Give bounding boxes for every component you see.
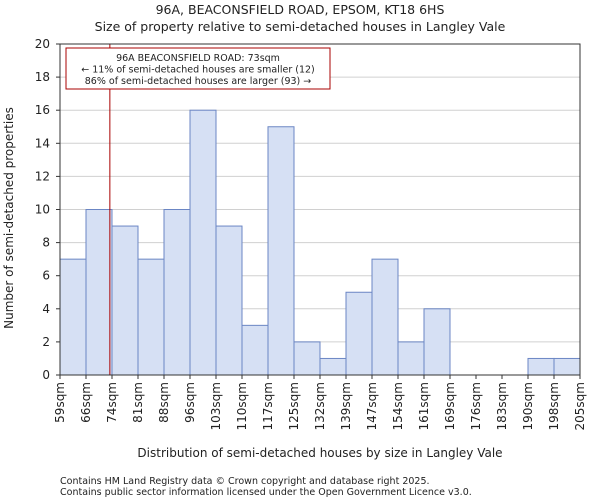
bar-198sqm (553, 357, 581, 376)
bar-96sqm (189, 109, 217, 376)
x-tick-label: 88sqm (157, 382, 171, 423)
x-axis-ticks: 59sqm 66sqm 74sqm 81sqm 88sqm 96sqm 103sqm 110s… (53, 375, 587, 430)
y-tick-label: 14 (35, 136, 50, 150)
x-tick-label: 103sqm (209, 382, 223, 430)
x-tick-label: 154sqm (391, 382, 405, 430)
bar-81sqm (137, 258, 165, 376)
bar-190sqm (527, 357, 555, 376)
chart-title: 96A, BEACONSFIELD ROAD, EPSOM, KT18 6HS (156, 2, 445, 17)
x-tick-label: 81sqm (131, 382, 145, 423)
x-tick-label: 96sqm (183, 382, 197, 423)
x-tick-label: 139sqm (339, 382, 353, 430)
y-tick-label: 2 (42, 335, 50, 349)
y-axis-ticks: 0 2 4 6 8 10 12 14 16 18 20 (35, 37, 60, 382)
x-tick-label: 205sqm (573, 382, 587, 430)
y-tick-label: 12 (35, 169, 50, 183)
annotation-line-1: 96A BEACONSFIELD ROAD: 73sqm (116, 53, 280, 64)
x-tick-label: 147sqm (365, 382, 379, 430)
bar-132sqm (319, 357, 347, 376)
x-axis-label: Distribution of semi-detached houses by … (137, 446, 502, 460)
y-tick-label: 8 (42, 236, 50, 250)
x-tick-label: 161sqm (417, 382, 431, 430)
plot-frame (59, 43, 581, 376)
x-tick-label: 169sqm (443, 382, 457, 430)
bar-74sqm (111, 225, 139, 376)
y-tick-label: 16 (35, 103, 50, 117)
bar-161sqm (423, 308, 451, 376)
bar-117sqm (267, 126, 295, 376)
annotation-line-2: ← 11% of semi-detached houses are smalle… (81, 65, 315, 76)
bar-88sqm (163, 209, 191, 376)
x-tick-label: 176sqm (469, 382, 483, 430)
x-tick-label: 74sqm (105, 382, 119, 423)
x-tick-label: 132sqm (313, 382, 327, 430)
y-tick-label: 0 (42, 368, 50, 382)
bars (59, 109, 581, 376)
y-tick-label: 6 (42, 269, 50, 283)
bar-154sqm (397, 341, 425, 376)
y-tick-label: 18 (35, 70, 50, 84)
y-axis-label: Number of semi-detached properties (2, 107, 16, 329)
x-tick-label: 59sqm (53, 382, 67, 423)
x-tick-label: 198sqm (547, 382, 561, 430)
chart-subtitle: Size of property relative to semi-detach… (95, 19, 506, 34)
x-tick-label: 110sqm (235, 382, 249, 430)
bar-147sqm (371, 258, 399, 376)
y-tick-label: 20 (35, 37, 50, 51)
footer-line-2: Contains public sector information licen… (60, 487, 472, 498)
x-tick-label: 125sqm (287, 382, 301, 430)
y-tick-label: 10 (35, 203, 50, 217)
bar-103sqm (215, 225, 243, 376)
bar-125sqm (293, 341, 321, 376)
annotation-box: 96A BEACONSFIELD ROAD: 73sqm ← 11% of se… (65, 47, 331, 90)
annotation-line-3: 86% of semi-detached houses are larger (… (85, 76, 312, 87)
y-tick-label: 4 (42, 302, 50, 316)
x-tick-label: 183sqm (495, 382, 509, 430)
x-tick-label: 117sqm (261, 382, 275, 430)
bar-110sqm (241, 324, 269, 376)
bar-139sqm (345, 291, 373, 376)
footer-line-1: Contains HM Land Registry data © Crown c… (60, 476, 430, 487)
x-tick-label: 66sqm (79, 382, 93, 423)
bar-59sqm (59, 258, 87, 376)
x-tick-label: 190sqm (521, 382, 535, 430)
bar-66sqm (85, 209, 113, 376)
